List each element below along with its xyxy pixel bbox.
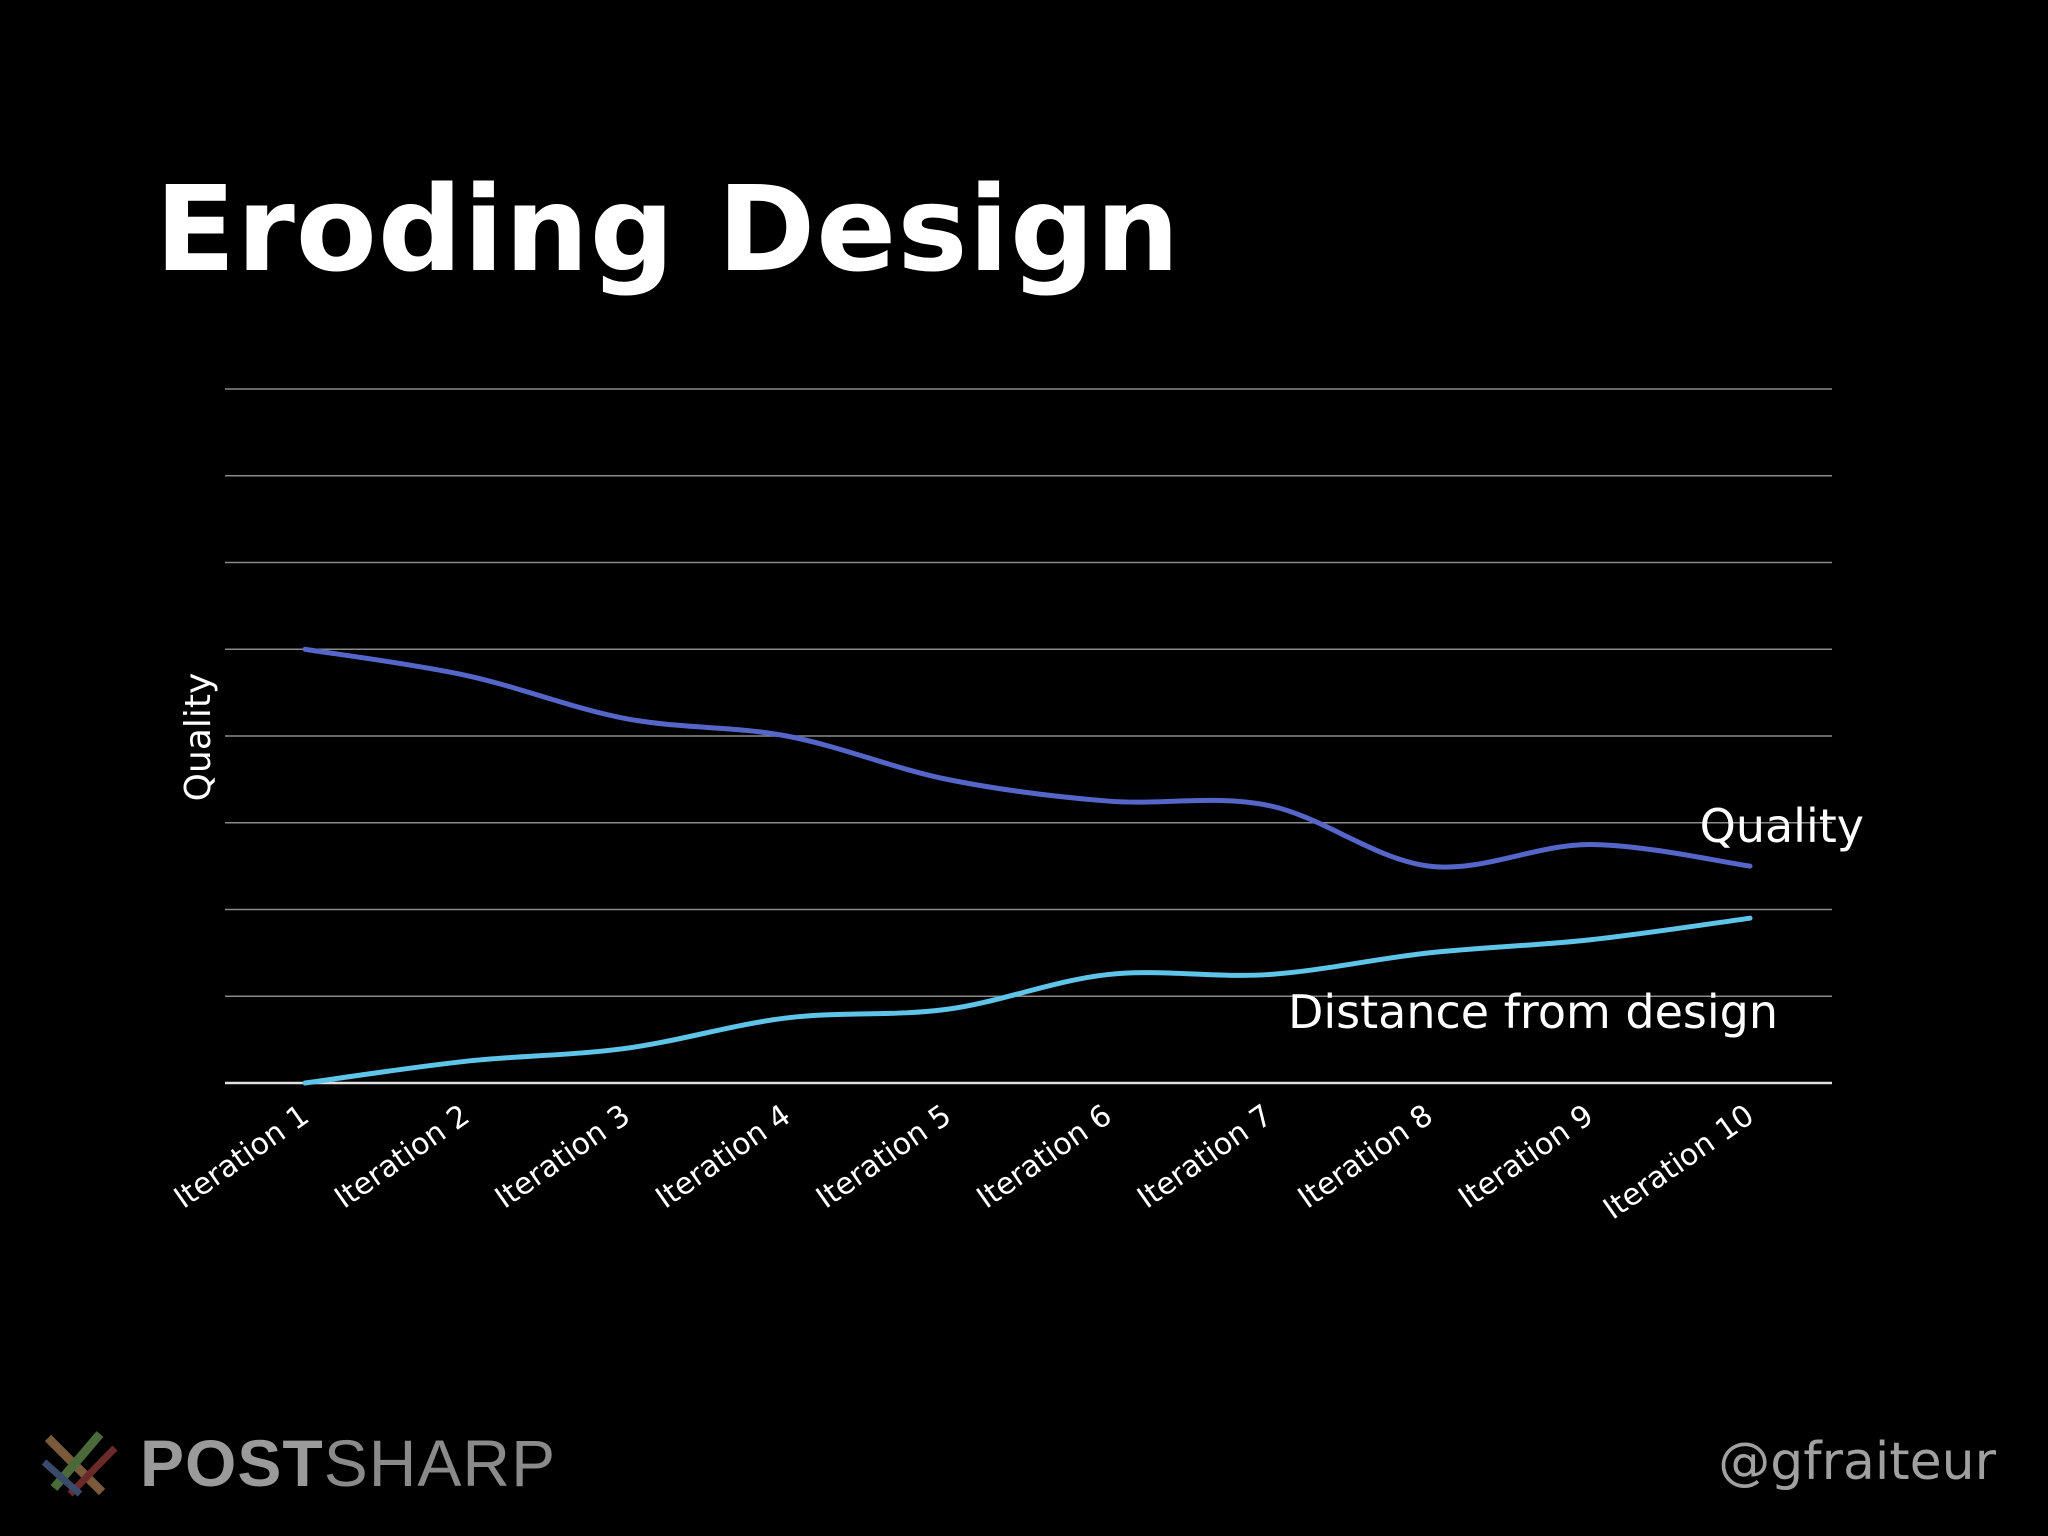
series-line-quality (302, 646, 1753, 870)
series-label: Distance from design (1288, 985, 1778, 1039)
chart-series-lines (302, 646, 1753, 1086)
series-labels: Quality Distance from design (1288, 799, 1864, 1039)
x-tick-label: Iteration 9 (1452, 1098, 1600, 1216)
logo-text-post: POST (140, 1426, 324, 1500)
x-tick-label: Iteration 2 (328, 1098, 476, 1216)
x-tick-label: Iteration 5 (810, 1098, 958, 1216)
series-line-distance-from-design (302, 915, 1753, 1086)
logo-text-sharp: SHARP (323, 1426, 557, 1500)
slide-title: Eroding Design (155, 160, 1181, 298)
x-tick-label: Iteration 3 (489, 1098, 637, 1216)
series-label: Quality (1700, 799, 1864, 853)
postsharp-wordmark: POSTSHARP (140, 1425, 556, 1501)
x-tick-label: Iteration 10 (1597, 1098, 1760, 1227)
x-tick-label: Iteration 1 (168, 1098, 316, 1216)
y-axis-label: Quality (178, 673, 219, 802)
x-tick-label: Iteration 8 (1292, 1098, 1440, 1216)
postsharp-logo: POSTSHARP (40, 1425, 556, 1501)
x-axis-tick-labels: Iteration 1 Iteration 2 Iteration 3 Iterati… (168, 1098, 1761, 1227)
x-tick-label: Iteration 7 (1131, 1098, 1279, 1216)
chart-gridlines (225, 388, 1832, 1085)
x-tick-label: Iteration 4 (649, 1098, 797, 1216)
x-tick-label: Iteration 6 (971, 1098, 1119, 1216)
twitter-handle: @gfraiteur (1718, 1432, 1996, 1492)
postsharp-logo-icon (41, 1431, 118, 1497)
